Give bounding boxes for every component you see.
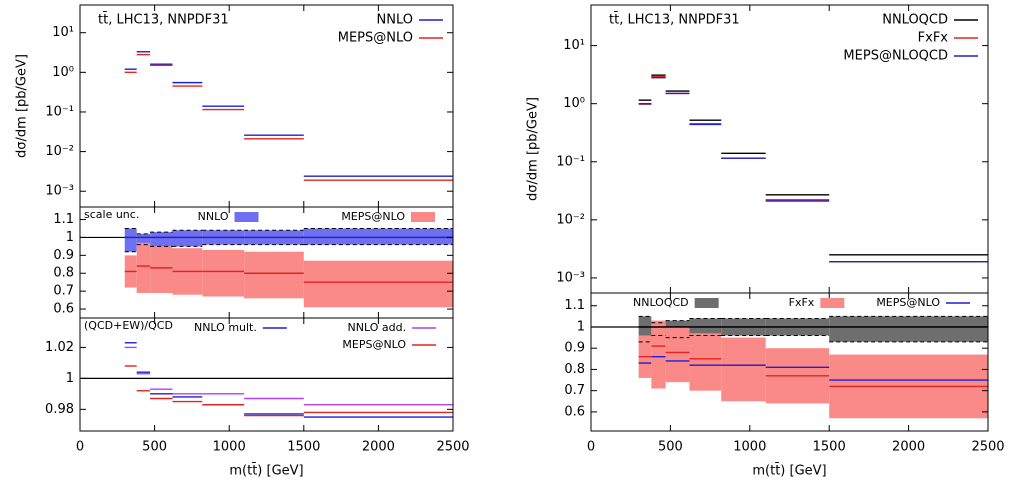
legend-swatch [234,212,259,222]
x-tick-label: 0 [76,440,84,455]
x-tick-label: 1000 [733,440,766,455]
band [721,337,766,402]
x-tick-label: 1500 [813,440,846,455]
plot-area [80,227,453,308]
y-tick-label: 10⁻² [556,212,585,227]
y-tick-label: 0.98 [45,402,74,417]
y-tick-label: 0.8 [564,362,585,377]
y-tick-label: 1 [66,371,74,386]
band [651,320,666,389]
x-tick-label: 1500 [287,440,320,455]
legend-label: MEPS@NLO [876,296,940,309]
legend-label: NNLOQCD [882,13,948,28]
plot-area [638,74,988,263]
band [124,228,137,252]
y-tick-label: 10¹ [563,38,585,53]
y-tick-label: 1.1 [53,212,74,227]
plot-area [80,342,453,418]
x-tick-label: 2500 [971,440,1004,455]
band [829,316,988,342]
x-tick-label: 2000 [362,440,395,455]
legend-label: NNLO [377,13,413,28]
y-tick-label: 1 [66,230,74,245]
y-tick-label: 0.6 [53,302,74,317]
band [689,333,722,391]
annotation: scale unc. [84,208,139,221]
band [665,326,690,383]
frame [590,292,989,432]
x-tick-label: 500 [142,440,167,455]
x-tick-label: 2000 [892,440,925,455]
x-axis-label: m(tt̄) [GeV] [229,463,303,478]
legend-swatch [411,212,435,222]
legend-swatch [820,298,845,308]
legend-label: MEPS@NLOQCD [843,49,948,64]
y-tick-label: 10⁻³ [556,270,585,285]
y-tick-label: 10¹ [52,25,74,40]
y-tick-label: 0.9 [53,248,74,263]
legend-label: FxFx [789,296,815,309]
legend-label: MEPS@NLO [338,31,413,46]
band [136,242,151,293]
frame [79,317,454,432]
x-tick-label: 1000 [213,440,246,455]
x-tick-label: 0 [587,440,595,455]
band [172,230,203,247]
y-tick-label: 0.7 [564,383,585,398]
plot-area [124,51,453,181]
y-tick-label: 1.1 [564,298,585,313]
band [303,260,453,308]
y-tick-label: 0.9 [564,341,585,356]
legend-label: FxFx [918,31,949,46]
y-tick-label: 10⁻¹ [556,154,585,169]
legend-label: NNLO [198,210,229,223]
legend-label: NNLO mult. [194,321,257,334]
x-axis-label: m(tt̄) [GeV] [752,463,826,478]
y-tick-label: 0.6 [564,404,585,419]
y-tick-label: 0.7 [53,284,74,299]
legend-label: MEPS@NLO [342,338,406,351]
legend-label: NNLOQCD [633,296,689,309]
band [150,246,173,293]
band [244,251,304,299]
y-tick-label: 0.8 [53,266,74,281]
band [202,249,245,297]
y-tick-label: 10⁻¹ [45,104,74,119]
band [303,228,453,245]
x-tick-label: 500 [658,440,683,455]
legend-swatch [694,298,719,308]
x-tick-label: 2500 [436,440,469,455]
annotation: tt̄, LHC13, NNPDF31 [609,12,740,27]
y-tick-label: 1.02 [45,340,74,355]
y-axis-label: dσ/dm [pb/GeV] [15,54,30,158]
y-tick-label: 10⁰ [563,96,585,111]
y-tick-label: 10⁻³ [45,184,74,199]
annotation: (QCD+EW)/QCD [84,319,173,332]
annotation: tt̄, LHC13, NNPDF31 [98,12,229,27]
y-tick-label: 10⁰ [52,65,74,80]
plot-area [591,315,988,419]
y-tick-label: 10⁻² [45,144,74,159]
legend-label: NNLO add. [348,321,407,334]
band [136,233,151,245]
band [150,232,173,247]
y-axis-label: dσ/dm [pb/GeV] [526,97,541,201]
legend-label: MEPS@NLO [341,210,405,223]
y-tick-label: 1 [577,319,585,334]
